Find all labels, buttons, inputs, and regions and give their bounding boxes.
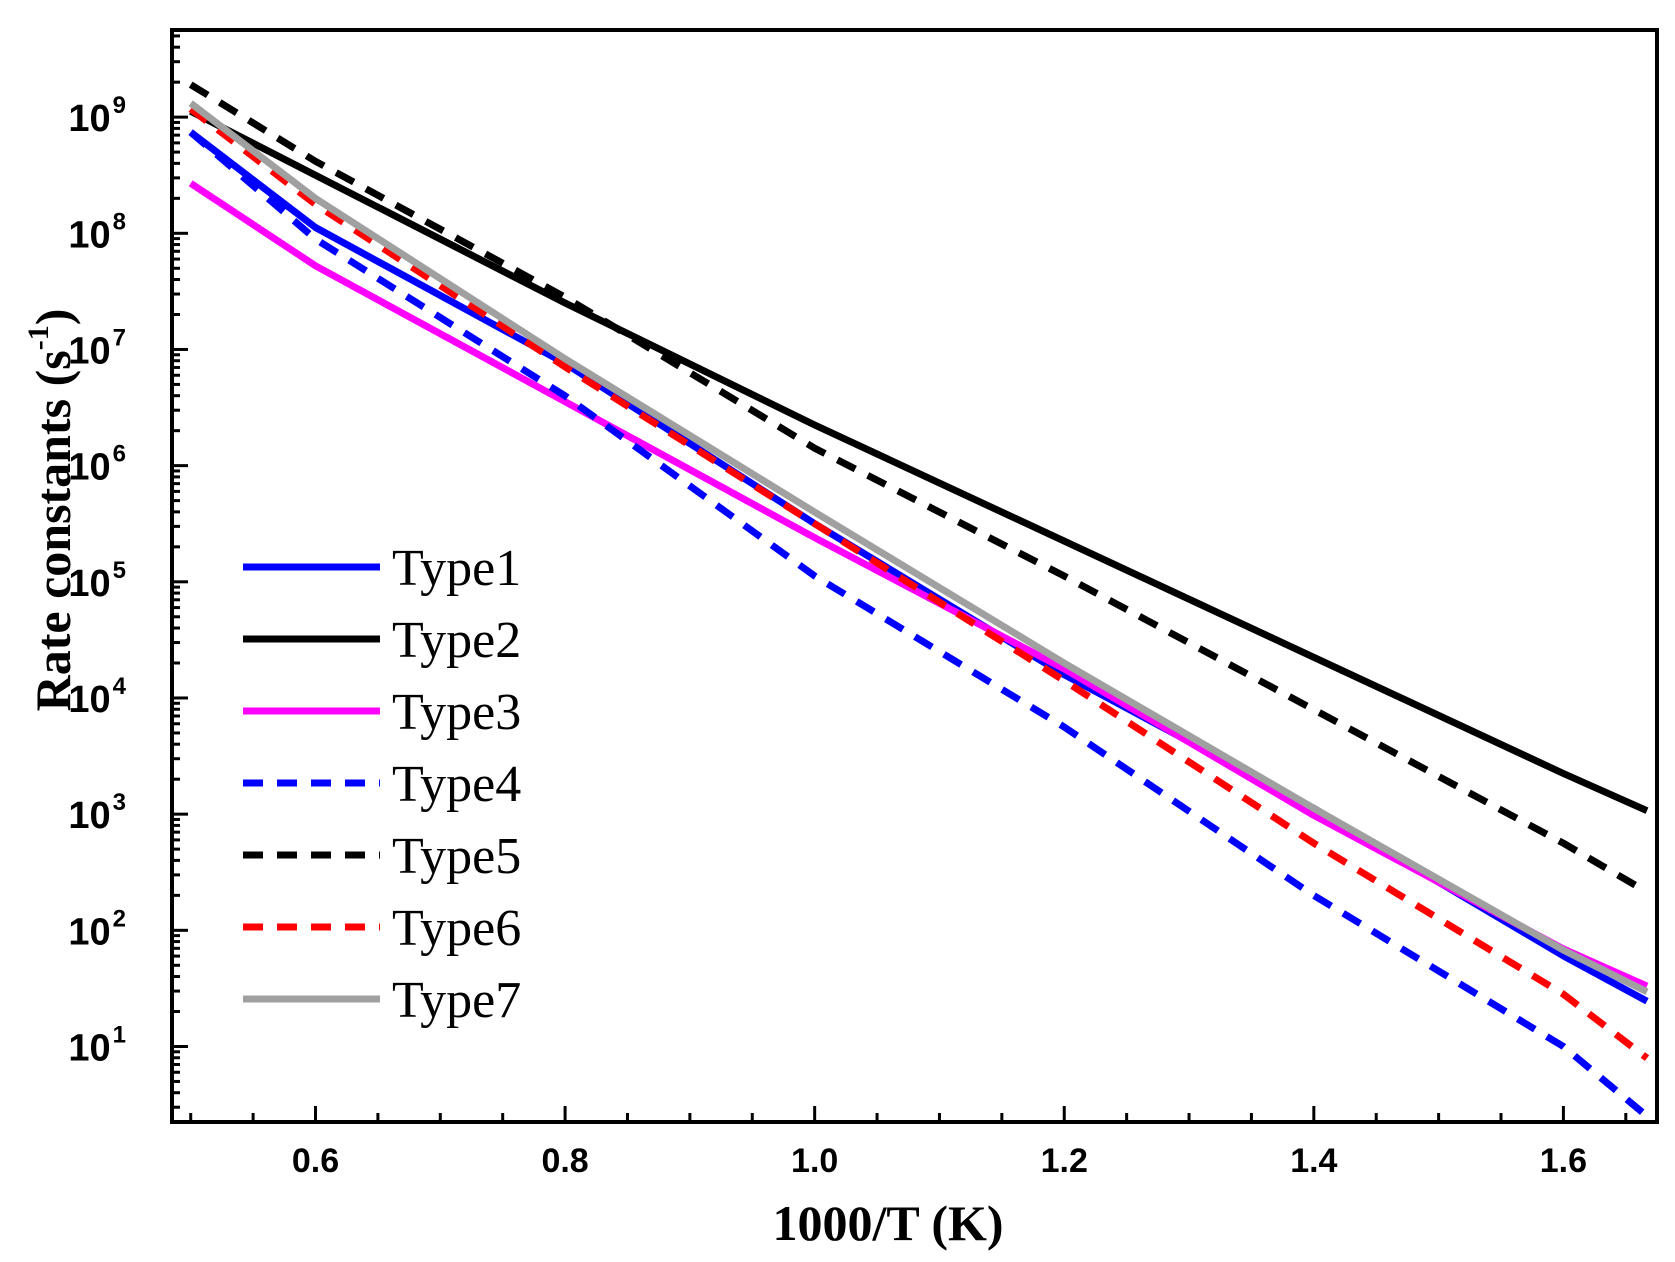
- y-tick-label: 104: [68, 673, 126, 721]
- x-tick-label: 0.8: [541, 1142, 588, 1180]
- legend-label-type6: Type6: [392, 900, 521, 957]
- y-tick-label: 102: [68, 905, 126, 953]
- y-tick-label: 108: [68, 208, 126, 256]
- y-tick-label: 105: [68, 557, 126, 605]
- y-tick-label: 109: [68, 92, 126, 140]
- x-tick-label: 1.6: [1540, 1142, 1587, 1180]
- y-tick-label: 103: [68, 789, 126, 837]
- series-line-type6: [188, 106, 1650, 1061]
- x-tick-label: 0.6: [292, 1142, 339, 1180]
- x-axis-title: 1000/T (K): [772, 1195, 1003, 1251]
- series-line-type7: [188, 100, 1649, 996]
- series-line-type2: [189, 108, 1649, 814]
- y-tick-label: 106: [68, 441, 126, 489]
- y-tick-base: 10: [68, 214, 110, 256]
- y-tick-exponent: 7: [113, 324, 126, 351]
- series-line-type4: [188, 129, 1650, 1119]
- legend-label-type2: Type2: [392, 612, 521, 669]
- series-line-type5: [188, 81, 1649, 896]
- y-tick-base: 10: [68, 447, 110, 489]
- x-tick-label: 1.0: [791, 1142, 838, 1180]
- y-tick-exponent: 6: [113, 441, 126, 468]
- legend-label-type1: Type1: [392, 540, 521, 597]
- y-tick-label: 107: [68, 324, 126, 372]
- y-tick-label: 101: [68, 1021, 126, 1069]
- legend: Type1 Type2 Type3 Type4 Type5 Type6 Type7: [243, 540, 521, 1029]
- x-tick-label: 1.2: [1041, 1142, 1088, 1180]
- y-tick-exponent: 2: [113, 905, 126, 932]
- series-layer: [188, 81, 1650, 1119]
- y-tick-base: 10: [68, 911, 110, 953]
- legend-label-type7: Type7: [392, 972, 521, 1029]
- y-tick-exponent: 9: [113, 92, 126, 119]
- legend-label-type5: Type5: [392, 828, 521, 885]
- legend-label-type4: Type4: [392, 756, 521, 813]
- y-tick-exponent: 8: [113, 208, 126, 235]
- y-axis-title-main: Rate constants (s: [25, 350, 81, 711]
- y-tick-base: 10: [68, 330, 110, 372]
- y-tick-exponent: 4: [113, 673, 127, 700]
- y-axis-title-close: ): [25, 309, 81, 326]
- y-axis-title: Rate constants (s-1): [22, 309, 81, 712]
- y-tick-exponent: 1: [113, 1021, 126, 1048]
- plot-frame: [170, 28, 1659, 1124]
- x-axis: 0.6 0.8 1.0 1.2 1.4 1.6: [189, 1106, 1628, 1180]
- y-tick-base: 10: [68, 98, 110, 140]
- y-tick-base: 10: [68, 1027, 110, 1069]
- y-tick-base: 10: [68, 563, 110, 605]
- y-tick-base: 10: [68, 795, 110, 837]
- y-axis-title-superscript: -1: [22, 325, 55, 350]
- y-tick-exponent: 5: [113, 557, 126, 584]
- y-tick-base: 10: [68, 679, 110, 721]
- x-tick-label: 1.4: [1290, 1142, 1337, 1180]
- legend-label-type3: Type3: [392, 684, 521, 741]
- y-tick-exponent: 3: [113, 789, 126, 816]
